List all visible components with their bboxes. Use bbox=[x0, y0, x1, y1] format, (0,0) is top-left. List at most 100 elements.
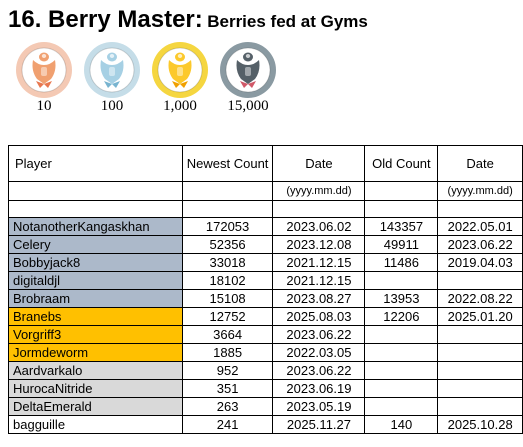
header-blank-cell bbox=[364, 181, 439, 201]
player-name-cell: Brobraam bbox=[8, 289, 183, 308]
old-count-cell: 49911 bbox=[364, 235, 439, 254]
table-row: digitaldjl 18102 2021.12.15 bbox=[8, 271, 523, 290]
bronze-medal-icon bbox=[16, 42, 72, 98]
date-cell: 2023.05.19 bbox=[272, 397, 366, 416]
silver-threshold-label: 100 bbox=[100, 98, 124, 114]
spacer-cell bbox=[8, 200, 183, 218]
newest-count-cell: 3664 bbox=[181, 325, 274, 344]
spacer-cell bbox=[437, 200, 523, 218]
date-cell: 2023.06.22 bbox=[272, 325, 366, 344]
date-cell: 2023.12.08 bbox=[272, 235, 366, 254]
date-cell: 2023.06.02 bbox=[272, 217, 366, 236]
old-date-cell: 2023.06.22 bbox=[437, 235, 523, 254]
date-format-hint: (yyyy.mm.dd) bbox=[272, 181, 366, 201]
old-count-cell: 11486 bbox=[364, 253, 439, 272]
old-count-cell bbox=[364, 379, 439, 398]
table-row: NotanotherKangaskhan 172053 2023.06.02 1433… bbox=[8, 217, 523, 236]
newest-count-cell: 52356 bbox=[181, 235, 274, 254]
date-cell: 2021.12.15 bbox=[272, 253, 366, 272]
player-column-header: Player bbox=[8, 145, 183, 182]
player-name-cell: Bobbyjack8 bbox=[8, 253, 183, 272]
player-name-cell: digitaldjl bbox=[8, 271, 183, 290]
newest-count-cell: 952 bbox=[181, 361, 274, 380]
spacer-cell bbox=[181, 200, 274, 218]
medal-description: Berries fed at Gyms bbox=[207, 12, 368, 31]
table-row: Celery 52356 2023.12.08 49911 2023.06.22 bbox=[8, 235, 523, 254]
newest-count-cell: 1885 bbox=[181, 343, 274, 362]
newest-count-cell: 172053 bbox=[181, 217, 274, 236]
old-date-cell: 2019.04.03 bbox=[437, 253, 523, 272]
platinum-threshold-label: 15,000 bbox=[227, 98, 269, 114]
newest-count-cell: 15108 bbox=[181, 289, 274, 308]
leaderboard-table: Player Newest Count Date Old Count Date … bbox=[8, 145, 523, 434]
date-cell: 2022.03.05 bbox=[272, 343, 366, 362]
old-count-cell: 140 bbox=[364, 415, 439, 434]
gold-medal-icon bbox=[152, 42, 208, 98]
old-date-cell: 2025.01.20 bbox=[437, 307, 523, 326]
old-date-column-header: Date bbox=[437, 145, 523, 182]
player-name-cell: NotanotherKangaskhan bbox=[8, 217, 183, 236]
table-row: Branebs 12752 2025.08.03 12206 2025.01.20 bbox=[8, 307, 523, 326]
date-cell: 2025.08.03 bbox=[272, 307, 366, 326]
silver-medal-icon bbox=[84, 42, 140, 98]
old-count-cell bbox=[364, 361, 439, 380]
newest-count-column-header: Newest Count bbox=[181, 145, 274, 182]
old-count-cell bbox=[364, 271, 439, 290]
newest-count-cell: 33018 bbox=[181, 253, 274, 272]
player-name-cell: Aardvarkalo bbox=[8, 361, 183, 380]
header-blank-cell bbox=[181, 181, 274, 201]
old-count-cell: 12206 bbox=[364, 307, 439, 326]
table-row: DeltaEmerald 263 2023.05.19 bbox=[8, 397, 523, 416]
date-cell: 2025.11.27 bbox=[272, 415, 366, 434]
player-name-cell: Vorgriff3 bbox=[8, 325, 183, 344]
old-date-cell: 2022.05.01 bbox=[437, 217, 523, 236]
old-date-cell bbox=[437, 343, 523, 362]
old-count-cell: 13953 bbox=[364, 289, 439, 308]
newest-count-cell: 241 bbox=[181, 415, 274, 434]
date-cell: 2023.06.22 bbox=[272, 361, 366, 380]
old-count-column-header: Old Count bbox=[364, 145, 439, 182]
player-name-cell: DeltaEmerald bbox=[8, 397, 183, 416]
old-date-cell: 2025.10.28 bbox=[437, 415, 523, 434]
table-row: Aardvarkalo 952 2023.06.22 bbox=[8, 361, 523, 380]
bronze-threshold-label: 10 bbox=[36, 98, 52, 114]
date-cell: 2023.08.27 bbox=[272, 289, 366, 308]
page-title: 16. Berry Master: Berries fed at Gyms bbox=[8, 6, 368, 34]
table-row: Jormdeworm 1885 2022.03.05 bbox=[8, 343, 523, 362]
old-count-cell bbox=[364, 397, 439, 416]
leaderboard-rows: NotanotherKangaskhan 172053 2023.06.02 1433… bbox=[8, 217, 523, 434]
old-date-cell bbox=[437, 379, 523, 398]
table-row: Bobbyjack8 33018 2021.12.15 11486 2019.04.03 bbox=[8, 253, 523, 272]
table-row: Brobraam 15108 2023.08.27 13953 2022.08.22 bbox=[8, 289, 523, 308]
old-date-cell bbox=[437, 397, 523, 416]
table-row: bagguille 241 2025.11.27 140 2025.10.28 bbox=[8, 415, 523, 434]
old-count-cell bbox=[364, 343, 439, 362]
player-name-cell: HurocaNitride bbox=[8, 379, 183, 398]
platinum-medal-icon bbox=[220, 42, 276, 98]
newest-count-cell: 12752 bbox=[181, 307, 274, 326]
date-cell: 2021.12.15 bbox=[272, 271, 366, 290]
date-column-header: Date bbox=[272, 145, 366, 182]
player-name-cell: Jormdeworm bbox=[8, 343, 183, 362]
medal-number-title: 16. Berry Master: bbox=[8, 6, 203, 33]
table-row: Vorgriff3 3664 2023.06.22 bbox=[8, 325, 523, 344]
old-count-cell bbox=[364, 325, 439, 344]
old-date-cell: 2022.08.22 bbox=[437, 289, 523, 308]
gold-threshold-label: 1,000 bbox=[163, 98, 197, 114]
date-cell: 2023.06.19 bbox=[272, 379, 366, 398]
player-name-cell: Branebs bbox=[8, 307, 183, 326]
newest-count-cell: 351 bbox=[181, 379, 274, 398]
old-date-cell bbox=[437, 361, 523, 380]
old-date-cell bbox=[437, 271, 523, 290]
header-blank-cell bbox=[8, 181, 183, 201]
player-name-cell: Celery bbox=[8, 235, 183, 254]
newest-count-cell: 263 bbox=[181, 397, 274, 416]
old-date-cell bbox=[437, 325, 523, 344]
spacer-cell bbox=[272, 200, 366, 218]
old-date-format-hint: (yyyy.mm.dd) bbox=[437, 181, 523, 201]
spacer-cell bbox=[364, 200, 439, 218]
player-name-cell: bagguille bbox=[8, 415, 183, 434]
newest-count-cell: 18102 bbox=[181, 271, 274, 290]
old-count-cell: 143357 bbox=[364, 217, 439, 236]
table-row: HurocaNitride 351 2023.06.19 bbox=[8, 379, 523, 398]
